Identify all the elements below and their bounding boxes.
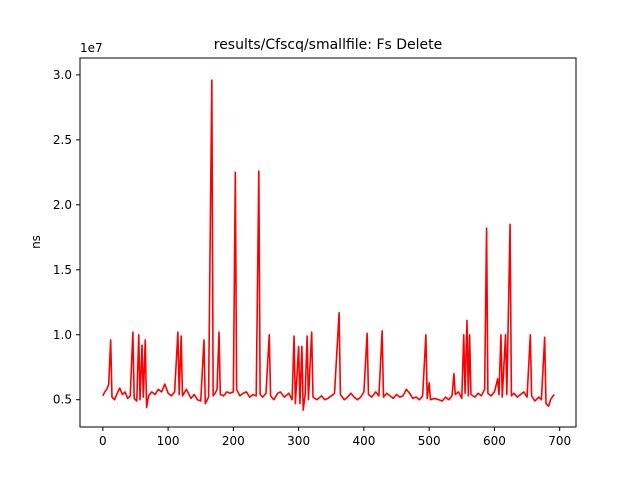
y-axis-offset-label: 1e7 bbox=[80, 41, 103, 55]
y-tick-label: 2.5 bbox=[53, 133, 72, 147]
y-tick-label: 1.0 bbox=[53, 328, 72, 342]
y-tick-label: 3.0 bbox=[53, 68, 72, 82]
series-line bbox=[102, 79, 556, 411]
x-tick-label: 300 bbox=[287, 434, 310, 448]
y-tick-label: 0.5 bbox=[53, 393, 72, 407]
x-tick-label: 200 bbox=[222, 434, 245, 448]
x-tick-label: 400 bbox=[352, 434, 375, 448]
y-axis-label: ns bbox=[29, 235, 43, 249]
chart-title: results/Cfscq/smallfile: Fs Delete bbox=[214, 37, 443, 53]
x-tick-label: 500 bbox=[418, 434, 441, 448]
x-tick-label: 700 bbox=[548, 434, 571, 448]
x-tick-label: 100 bbox=[157, 434, 180, 448]
x-tick-label: 0 bbox=[99, 434, 107, 448]
y-tick-label: 1.5 bbox=[53, 263, 72, 277]
x-tick-label: 600 bbox=[483, 434, 506, 448]
plot-frame bbox=[79, 57, 577, 428]
y-tick-label: 2.0 bbox=[53, 198, 72, 212]
